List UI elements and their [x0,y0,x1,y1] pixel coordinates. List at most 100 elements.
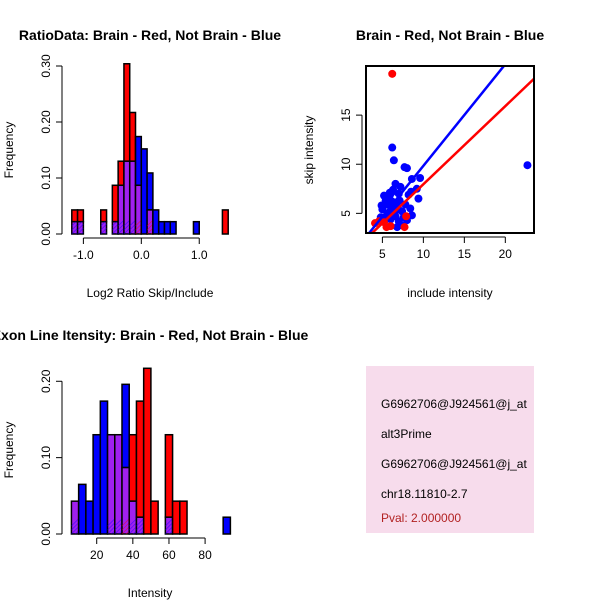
ratio-histogram-y-tick-label: 0.00 [39,222,53,246]
ratio-histogram-bar-not-brain [157,220,166,235]
scatter-point-not-brain [402,164,411,173]
intensity-histogram-bar-overlap [114,433,123,535]
intensity-histogram-x-tick-label: 80 [198,548,212,562]
ratio-histogram-ylabel: Frequency [2,122,16,179]
scatter-y-tick-label: 10 [339,157,353,171]
info-panel: G6962706@J924561@j_at alt3Prime G6962706… [366,366,534,533]
intensity-histogram-overlap-hatch [128,522,137,531]
ratio-histogram-bar-brain [221,209,229,235]
intensity-histogram-overlap-hatch [165,518,173,527]
ratio-histogram-overlap-hatch [146,227,154,235]
ratio-histogram-x-tick-label: -1.0 [73,248,94,262]
ratio-histogram-overlap-hatch [135,219,142,227]
scatter-point-brain [386,222,395,231]
ratio-histogram-overlap-hatch [123,223,131,231]
scatter-point-brain [388,69,397,78]
scatter-point-not-brain [387,188,396,197]
intensity-histogram-overlap-hatch [71,526,79,535]
intensity-histogram-bar-brain [150,500,159,535]
ratio-histogram-overlap-hatch [77,227,84,235]
info-box-background [366,366,534,533]
ratio-histogram-overlap-hatch [100,223,107,231]
ratio-histogram-bar-not-brain [163,220,172,235]
info-probe-id: G6962706@J924561@j_at [381,457,527,471]
ratio-histogram-overlap-hatch [77,223,84,231]
scatter-point-not-brain [389,156,398,165]
scatter-y-tick-label: 5 [339,210,353,217]
ratio-histogram-bar-not-brain [134,135,143,187]
scatter-x-tick-label: 10 [417,247,431,261]
ratio-histogram-overlap-hatch [81,231,84,235]
intensity-histogram-y-tick-label: 0.10 [39,446,53,470]
scatter-point-brain [400,223,409,232]
intensity-histogram-overlap-hatch [165,522,173,531]
intensity-histogram-axes: 20 40 60 80 0.00 0.10 0.20 [39,369,212,562]
scatter-point-not-brain [406,204,415,213]
ratio-histogram-axes: -1.0 0.0 1.0 0.00 0.10 0.20 0.30 [39,54,208,262]
intensity-histogram-overlap-hatch [128,526,137,535]
intensity-histogram-overlap-hatch [165,526,173,535]
ratio-histogram-bar-brain [111,184,119,223]
intensity-histogram-bar-brain [135,400,145,518]
ratio-histogram-overlap-hatch [135,227,142,235]
scatter-fit-lines [367,66,534,233]
ratio-histogram-bar-brain [71,209,79,223]
intensity-histogram-bar-not-brain [99,400,109,535]
intensity-histogram-bar-brain [128,433,138,502]
intensity-histogram-bar-brain [164,433,174,518]
ratio-histogram-bar-brain [128,111,137,162]
ratio-histogram-overlap-hatch [129,227,136,235]
ratio-histogram-xlabel: Log2 Ratio Skip/Include [87,286,214,300]
intensity-histogram-bar-not-brain [222,516,232,535]
ratio-histogram-overlap-hatch [112,221,117,227]
intensity-histogram-x-tick-label: 20 [90,548,104,562]
ratio-histogram-bar-brain [117,160,125,187]
intensity-histogram-overlap-hatch [107,526,116,535]
info-location: chr18.11810-2.7 [381,487,468,501]
intensity-histogram-panel: Exon Line Itensity: Brain - Red, Not Bra… [0,327,309,600]
ratio-histogram-overlap-hatch [71,223,78,231]
intensity-histogram-y-tick-label: 0.20 [39,369,53,393]
intensity-histogram-overlap-hatch [107,518,116,527]
ratio-histogram-overlap-hatch [71,221,77,227]
ratio-histogram-overlap-hatch [100,227,107,235]
intensity-histogram-bar-brain [179,500,188,535]
ratio-histogram-bar-brain [123,63,131,162]
scatter-point-not-brain [388,143,397,152]
intensity-histogram-x-tick-label: 40 [126,548,140,562]
intensity-histogram-bar-brain [142,367,152,535]
intensity-histogram-bar-overlap [106,433,116,535]
ratio-histogram-x-tick-label: 0.0 [133,248,150,262]
scatter-point-not-brain [523,161,532,170]
ratio-histogram-bar-not-brain [146,172,154,211]
intensity-histogram-overlap-hatch [114,526,123,535]
ratio-histogram-overlap-hatch [100,221,106,227]
info-event-type: alt3Prime [381,427,432,441]
info-box-text: G6962706@J924561@j_at alt3Prime G6962706… [381,397,527,525]
ratio-histogram-bar-overlap [76,220,85,235]
ratio-histogram-overlap-hatch [112,227,119,235]
intensity-histogram-overlap-hatch [136,526,144,535]
ratio-histogram-bar-brain [100,209,108,223]
intensity-histogram-overlap-hatch [121,522,130,531]
ratio-histogram-overlap-hatch [146,223,154,231]
intensity-histogram-bar-not-brain [92,433,102,535]
intensity-histogram-overlap-hatch [71,518,79,527]
intensity-histogram-overlap-hatch [121,518,130,527]
ratio-histogram-overlap-hatch [129,223,136,231]
ratio-histogram-bars [71,63,229,235]
intensity-histogram-bar-not-brain [121,383,130,469]
ratio-histogram-y-tick-label: 0.30 [39,54,53,78]
intensity-histogram-overlap-hatch [136,518,144,527]
intensity-histogram-overlap-hatch [71,522,79,531]
scatter-x-tick-label: 15 [458,247,472,261]
ratio-histogram-bar-not-brain [152,209,160,235]
ratio-histogram-overlap-hatch [117,223,125,231]
scatter-title: Brain - Red, Not Brain - Blue [356,27,544,43]
intensity-histogram-bar-not-brain [85,500,94,535]
scatter-fit-line-not-brain [367,66,506,233]
ratio-histogram-y-tick-label: 0.10 [39,166,53,190]
scatter-axes: 5 10 15 20 5 10 15 [339,108,512,261]
ratio-histogram-overlap-hatch [117,227,125,235]
intensity-histogram-overlap-hatch [107,522,116,531]
